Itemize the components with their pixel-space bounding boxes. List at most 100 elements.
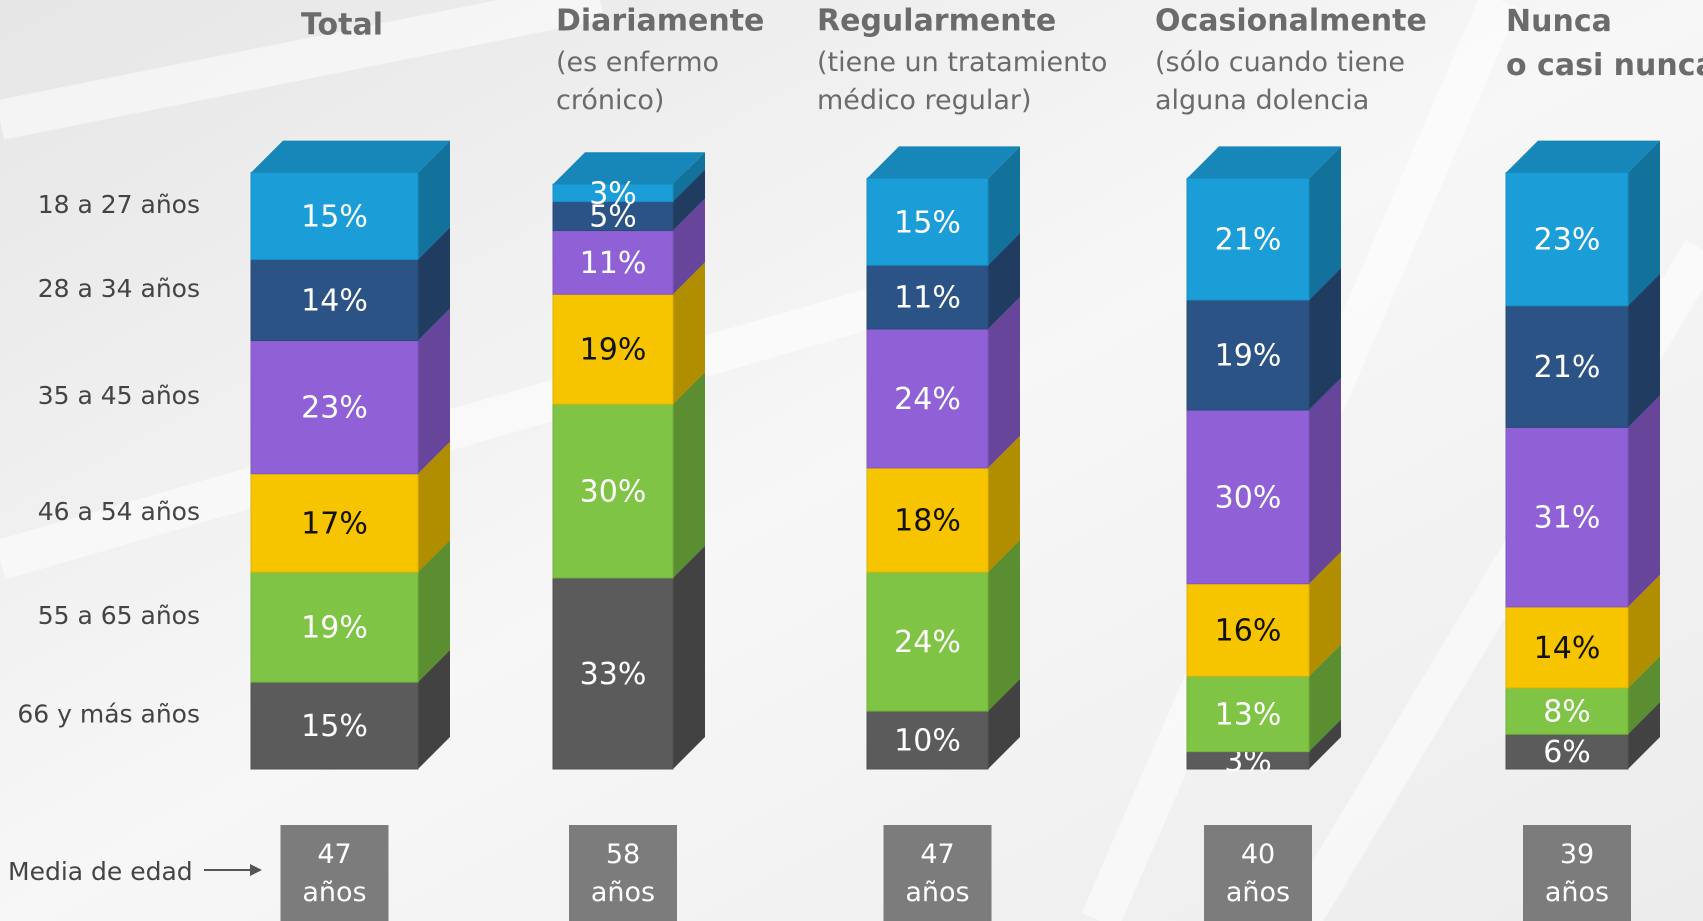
data-label: 30% — [580, 475, 647, 510]
data-label: 24% — [894, 382, 961, 417]
bar-segment-top — [251, 140, 450, 173]
column-title: Diariamente — [556, 4, 764, 39]
bar-segment — [1186, 299, 1310, 411]
bar-segment-side — [673, 372, 705, 578]
data-label: 10% — [894, 724, 961, 759]
bar-segment-side — [1309, 719, 1341, 769]
mean-age-box — [883, 825, 992, 921]
bar-segment-side — [988, 540, 1020, 712]
bar-segment — [1505, 426, 1629, 608]
data-label: 8% — [1543, 695, 1591, 730]
bar-segment-side — [1628, 140, 1660, 306]
bar-segment-side — [673, 262, 705, 405]
bar-segment — [1505, 172, 1629, 307]
bar-segment — [1505, 305, 1629, 428]
mean-age-label: 39 años — [1545, 839, 1609, 908]
bar-segment-top — [867, 146, 1020, 179]
data-label: 19% — [580, 333, 647, 368]
bar-segment-side — [1628, 655, 1660, 735]
data-label: 33% — [580, 657, 647, 692]
data-label: 15% — [301, 709, 368, 744]
bar-segment — [866, 467, 989, 573]
mean-age-box — [280, 825, 389, 921]
bar-segment — [1505, 687, 1629, 735]
data-label: 13% — [1215, 697, 1282, 732]
data-label: 15% — [894, 205, 961, 240]
bar-segment-side — [1628, 395, 1660, 607]
mean-age-label: 47 años — [905, 839, 969, 908]
mean-age-label: 58 años — [591, 839, 655, 908]
bar-segment — [250, 172, 419, 260]
data-label: 14% — [1534, 631, 1601, 666]
bar-segment — [1186, 177, 1310, 301]
legend-label: 18 a 27 años — [38, 190, 200, 219]
bar-segment — [552, 403, 674, 579]
bar-segment-side — [988, 435, 1020, 573]
data-label: 16% — [1215, 614, 1282, 649]
mean-age-label: 47 años — [302, 839, 366, 908]
bar-segment-side — [988, 679, 1020, 769]
bar-segment-side — [1628, 574, 1660, 688]
bar-segment-side — [1309, 146, 1341, 301]
data-label: 11% — [894, 281, 961, 316]
bar-segment — [552, 293, 674, 405]
bar-segment — [250, 473, 419, 573]
bar-segment — [1505, 606, 1629, 689]
bar-segment-top — [1187, 146, 1341, 179]
bar-segment-top — [1506, 140, 1660, 173]
bar-segment — [1186, 583, 1310, 677]
bar-segment — [552, 577, 674, 770]
mean-age-box — [1523, 825, 1631, 921]
bar-segment-side — [1628, 273, 1660, 428]
bar-segment — [250, 340, 419, 475]
data-label: 17% — [301, 506, 368, 541]
column-title: Ocasionalmente — [1155, 4, 1427, 39]
data-label: 23% — [1534, 223, 1601, 258]
bar-segment-side — [418, 441, 450, 573]
bar-segment — [866, 571, 989, 712]
bar-segment-side — [418, 650, 450, 769]
bar-segment — [866, 328, 989, 469]
legend-label: 28 a 34 años — [38, 274, 200, 303]
bar-segment — [250, 681, 419, 770]
column-title: Regularmente — [817, 4, 1056, 39]
mean-age-label: 40 años — [1226, 839, 1290, 908]
data-label: 19% — [301, 611, 368, 646]
column-subtitle: (es enfermo crónico) — [556, 47, 719, 116]
data-label: 6% — [1543, 735, 1591, 770]
bar-segment-side — [988, 146, 1020, 266]
legend-label: 46 a 54 años — [38, 497, 200, 526]
data-label: 18% — [894, 504, 961, 539]
bar-segment — [866, 710, 989, 770]
bar-segment — [866, 177, 989, 266]
mean-age-title: Media de edad — [8, 857, 193, 886]
bar-segment-top — [553, 152, 705, 185]
column-subtitle: (sólo cuando tiene alguna dolencia — [1155, 47, 1405, 116]
data-label: 5% — [589, 200, 637, 235]
bar-segment-side — [673, 198, 705, 295]
bar-segment-side — [1309, 378, 1341, 584]
column-title: Total — [301, 8, 383, 43]
bar-segment — [552, 230, 674, 295]
data-label: 15% — [301, 200, 368, 235]
legend-label: 66 y más años — [17, 700, 200, 729]
arrowhead — [250, 864, 262, 876]
bar-segment-side — [418, 227, 450, 341]
data-label: 21% — [1534, 350, 1601, 385]
bar-segment — [1186, 675, 1310, 753]
column-subtitle: (tiene un tratamiento médico regular) — [817, 47, 1107, 116]
bar-segment-side — [418, 308, 450, 474]
bar-segment — [552, 201, 674, 232]
bar-segment-side — [1309, 268, 1341, 411]
bar-segment-side — [1628, 702, 1660, 769]
bar-segment-side — [1309, 551, 1341, 677]
bar-segment-side — [988, 296, 1020, 468]
bar-segment-side — [418, 140, 450, 260]
mean-age-box — [569, 825, 677, 921]
bar-segment — [552, 183, 674, 203]
bar-segment-side — [418, 540, 450, 683]
data-label: 11% — [580, 246, 647, 281]
bar-segment-side — [673, 152, 705, 202]
